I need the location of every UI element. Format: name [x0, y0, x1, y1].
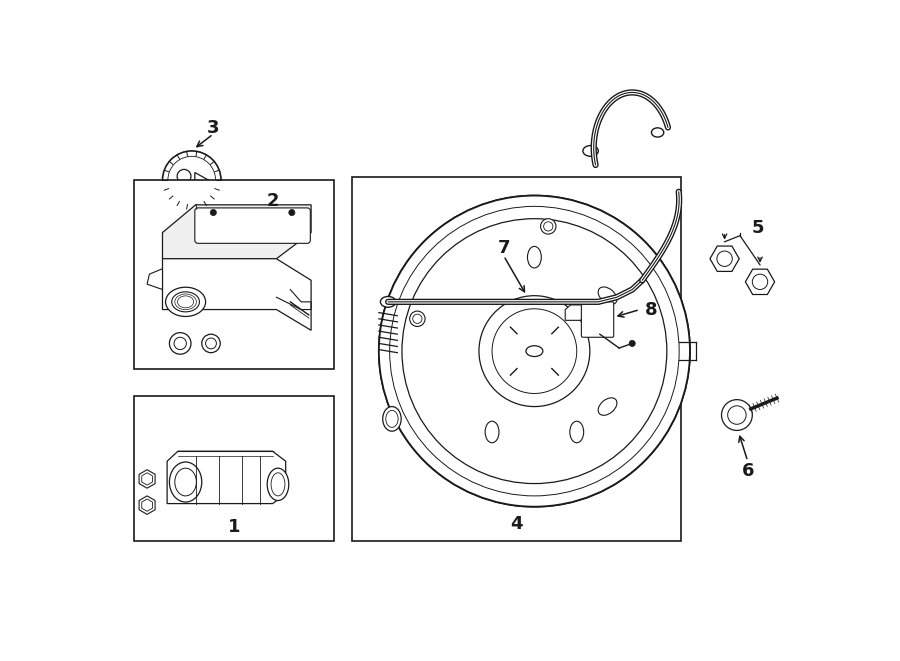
Text: 3: 3 — [207, 119, 220, 137]
Bar — [134, 180, 334, 369]
Polygon shape — [140, 496, 155, 514]
Ellipse shape — [583, 145, 599, 156]
Circle shape — [379, 196, 690, 507]
Circle shape — [410, 311, 425, 327]
Ellipse shape — [169, 462, 202, 502]
Polygon shape — [745, 269, 775, 295]
Bar — [134, 396, 334, 541]
Text: 6: 6 — [742, 462, 754, 481]
Text: 1: 1 — [228, 518, 240, 535]
Polygon shape — [186, 182, 203, 196]
Text: 4: 4 — [510, 515, 523, 533]
Circle shape — [211, 210, 216, 215]
Circle shape — [163, 151, 221, 210]
Ellipse shape — [652, 128, 664, 137]
Circle shape — [629, 340, 635, 346]
Circle shape — [202, 334, 220, 353]
Ellipse shape — [570, 421, 584, 443]
Polygon shape — [565, 305, 586, 321]
Polygon shape — [163, 258, 311, 330]
Ellipse shape — [267, 468, 289, 500]
FancyBboxPatch shape — [194, 208, 310, 243]
Circle shape — [541, 219, 556, 234]
Circle shape — [722, 400, 752, 430]
Ellipse shape — [381, 297, 396, 307]
Circle shape — [479, 295, 590, 407]
Ellipse shape — [598, 398, 616, 415]
Bar — [352, 177, 681, 541]
Ellipse shape — [598, 287, 616, 305]
Polygon shape — [142, 473, 152, 485]
Polygon shape — [142, 499, 152, 512]
Polygon shape — [147, 269, 163, 290]
Ellipse shape — [166, 288, 205, 317]
Ellipse shape — [382, 407, 401, 431]
FancyBboxPatch shape — [581, 302, 614, 337]
Text: 7: 7 — [498, 239, 509, 257]
Polygon shape — [194, 173, 209, 188]
Ellipse shape — [485, 421, 499, 443]
Text: 5: 5 — [752, 219, 764, 237]
Polygon shape — [163, 205, 311, 258]
Circle shape — [169, 332, 191, 354]
Polygon shape — [710, 246, 739, 272]
Polygon shape — [140, 470, 155, 488]
Polygon shape — [167, 451, 285, 504]
Ellipse shape — [527, 247, 541, 268]
Circle shape — [289, 210, 295, 215]
Text: 8: 8 — [644, 301, 657, 319]
Text: 2: 2 — [266, 192, 279, 210]
